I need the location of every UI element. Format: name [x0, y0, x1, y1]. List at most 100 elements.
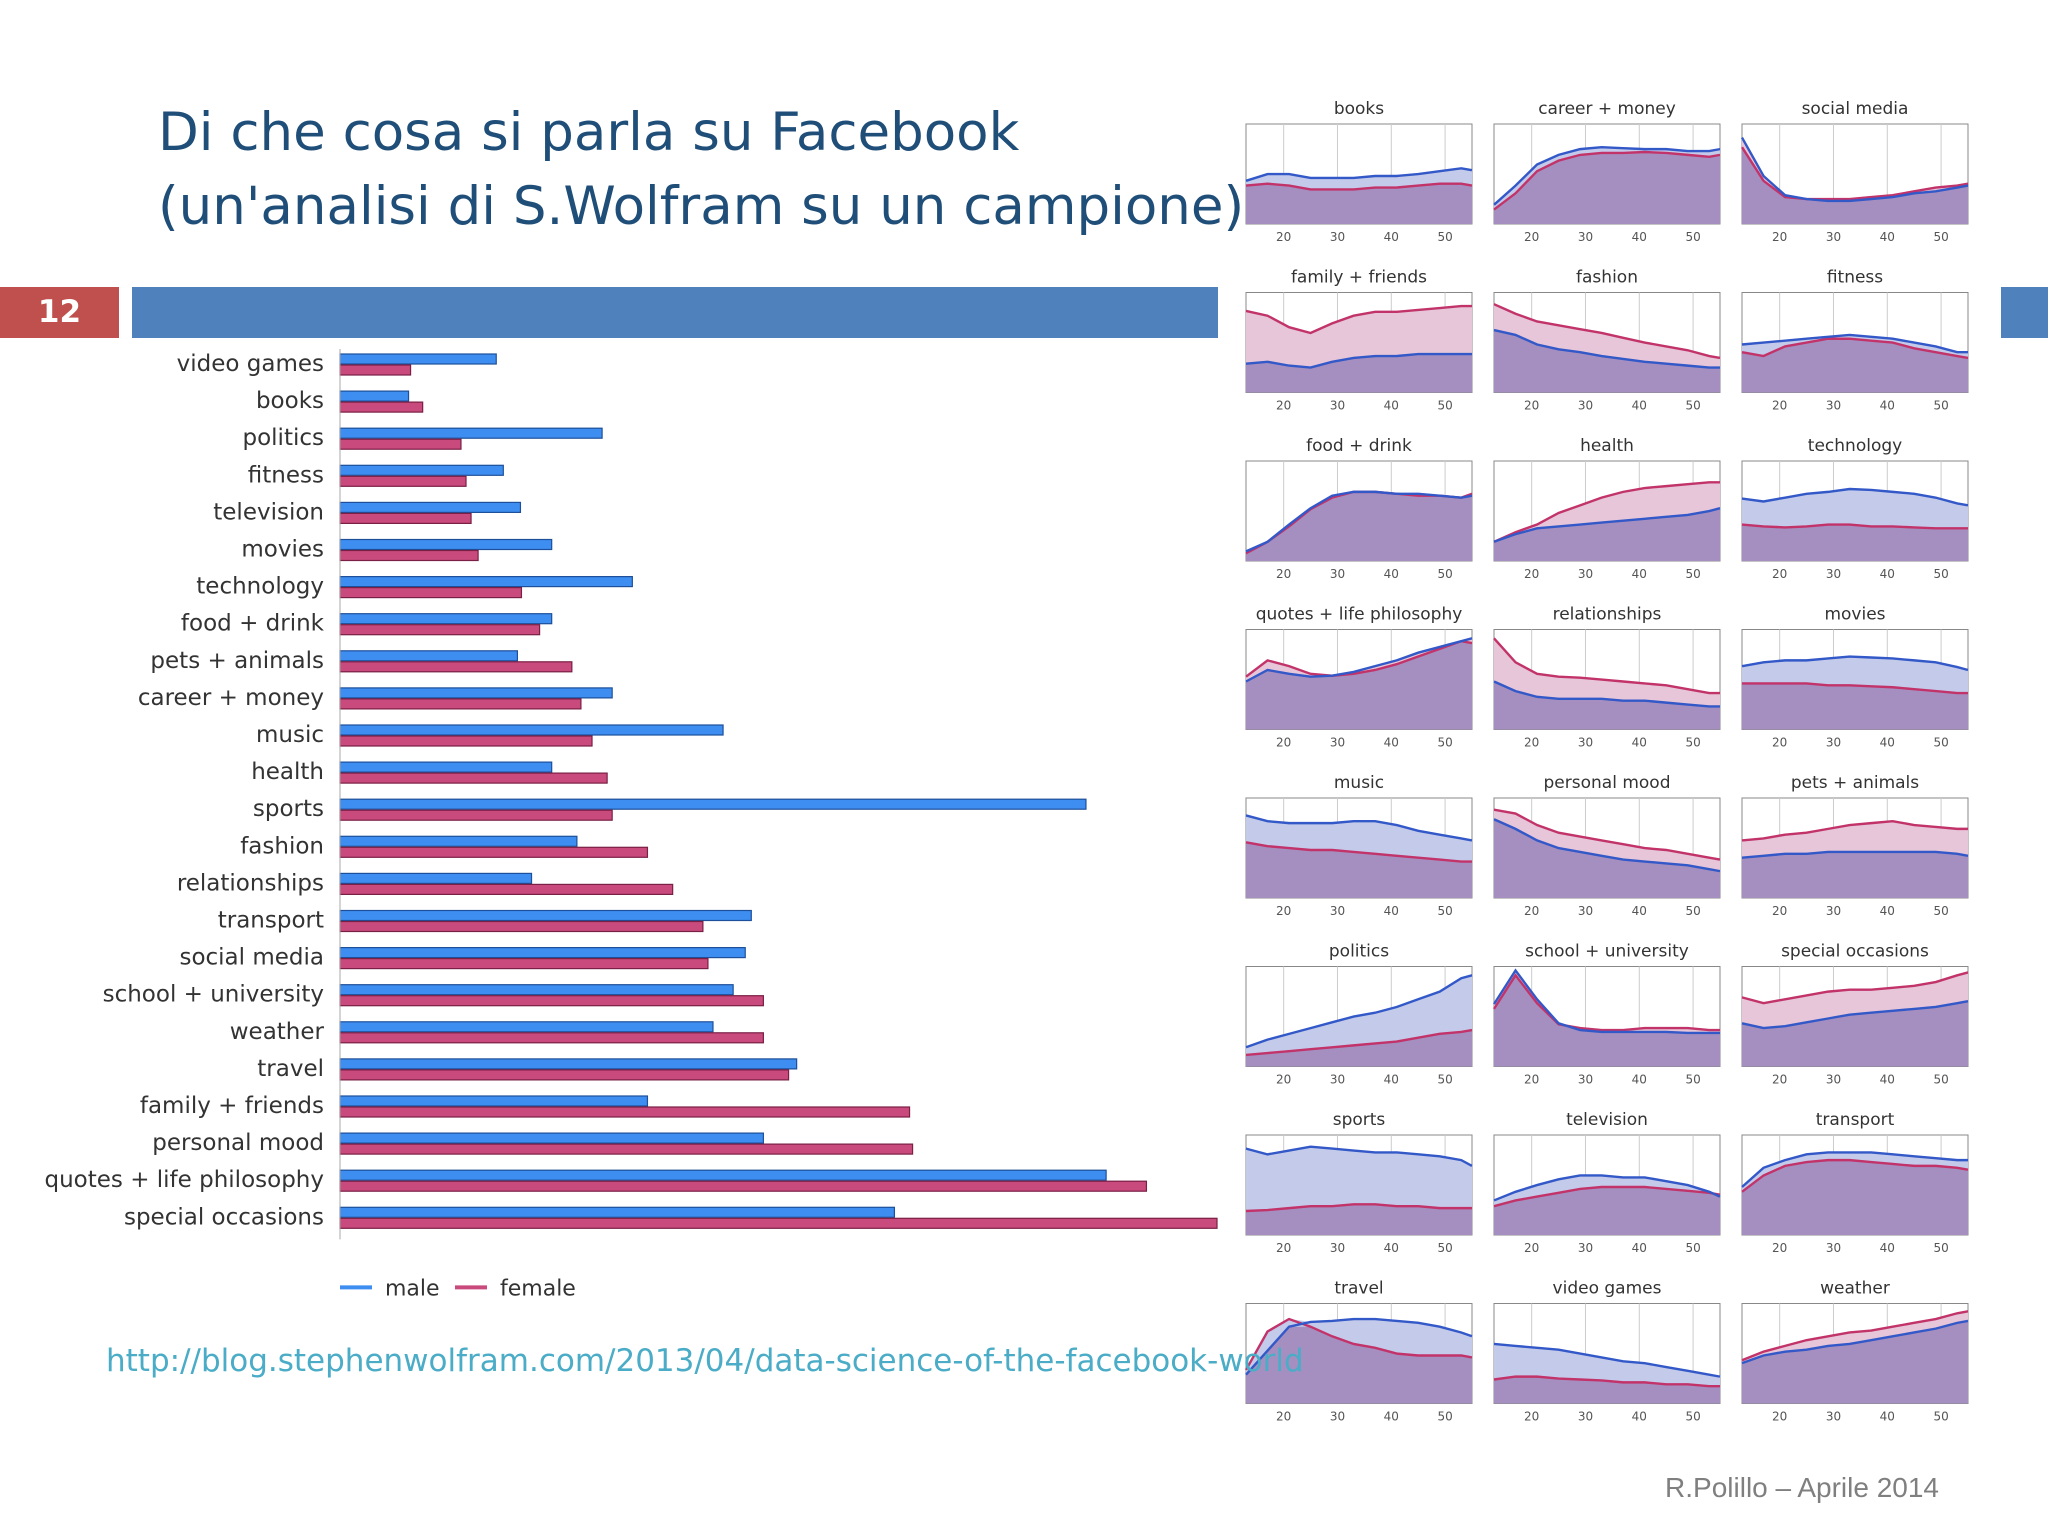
panel-tick-movies-30: 30 [1826, 736, 1841, 750]
panel-tick-special-occasions-30: 30 [1826, 1073, 1841, 1087]
panel-tick-social-media-50: 50 [1933, 230, 1948, 244]
panel-health: health 20 30 40 50 [1493, 436, 1721, 581]
category-label-movies: movies [241, 537, 324, 563]
panel-tick-sports-50: 50 [1437, 1241, 1452, 1255]
bar-female-fitness [339, 475, 467, 487]
panel-tick-movies-20: 20 [1772, 736, 1787, 750]
panel-area-overlap-quotes-life-philosophy [1246, 641, 1472, 730]
panel-tick-career-money-40: 40 [1632, 230, 1647, 244]
panel-line-male-career-money [1493, 145, 1721, 206]
panel-title-weather: weather [1820, 1279, 1890, 1299]
panel-tick-family-friends-40: 40 [1384, 399, 1399, 413]
panel-tick-quotes-life-philosophy-30: 30 [1330, 736, 1345, 750]
panel-tick-school-university-20: 20 [1524, 1073, 1539, 1087]
panel-tick-weather-20: 20 [1772, 1410, 1787, 1424]
panel-tick-fashion-40: 40 [1632, 399, 1647, 413]
category-label-politics: politics [243, 425, 325, 451]
panel-tick-transport-50: 50 [1933, 1241, 1948, 1255]
panel-title-politics: politics [1329, 942, 1389, 962]
slide-title-line-1: Di che cosa si parla su Facebook [158, 102, 1020, 163]
bar-male-fitness [339, 464, 504, 476]
panel-tick-travel-20: 20 [1276, 1410, 1291, 1424]
panel-technology: technology 20 30 40 50 [1741, 436, 1969, 581]
panel-tick-music-30: 30 [1330, 904, 1345, 918]
bar-male-relationships [339, 872, 533, 885]
panel-tick-food-drink-50: 50 [1437, 567, 1452, 581]
panel-sports: sports 20 30 40 50 [1245, 1110, 1473, 1255]
panel-line-male-television [1493, 1174, 1721, 1202]
panel-food-drink: food + drink 20 30 40 50 [1245, 436, 1473, 581]
legend-label-female: female [500, 1276, 576, 1301]
panel-area-overlap-video-games [1494, 1376, 1720, 1404]
panel-pets-animals: pets + animals 20 30 40 50 [1741, 773, 1969, 918]
bar-male-transport [339, 909, 752, 922]
panel-line-female-fitness [1741, 337, 1969, 360]
panel-title-television: television [1566, 1110, 1648, 1130]
category-label-fashion: fashion [240, 833, 324, 859]
slide-title-line-2: (un'analisi di S.Wolfram su un campione) [158, 176, 1245, 237]
panel-tick-quotes-life-philosophy-40: 40 [1384, 736, 1399, 750]
panel-area-overlap-movies [1742, 683, 1968, 730]
panel-tick-politics-40: 40 [1384, 1073, 1399, 1087]
panel-title-books: books [1334, 99, 1384, 119]
panel-line-male-food-drink [1245, 490, 1473, 553]
bar-female-food-drink [339, 624, 541, 636]
panel-tick-food-drink-20: 20 [1276, 567, 1291, 581]
panel-music: music 20 30 40 50 [1245, 773, 1473, 918]
panel-title-technology: technology [1808, 436, 1902, 456]
panel-line-female-movies [1742, 682, 1968, 695]
bar-female-video-games [339, 364, 412, 376]
bar-female-family-friends [339, 1106, 911, 1118]
panel-books: books 20 30 40 50 [1245, 99, 1473, 244]
panel-tick-family-friends-50: 50 [1437, 399, 1452, 413]
category-label-pets-animals: pets + animals [150, 648, 324, 674]
panel-tick-video-games-30: 30 [1578, 1410, 1593, 1424]
panel-tick-movies-40: 40 [1880, 736, 1895, 750]
source-link[interactable]: http://blog.stephenwolfram.com/2013/04/d… [106, 1343, 1304, 1379]
panel-tick-travel-40: 40 [1384, 1410, 1399, 1424]
panel-line-female-books [1245, 182, 1473, 191]
panel-line-female-relationships [1493, 637, 1720, 695]
panel-line-male-special-occasions [1741, 1000, 1969, 1030]
bar-male-video-games [339, 353, 497, 365]
panel-school-university: school + university 20 30 40 50 [1492, 942, 1721, 1087]
bar-female-sports [339, 809, 613, 821]
panel-title-health: health [1580, 436, 1634, 456]
panel-line-male-sports [1245, 1145, 1473, 1167]
panel-title-travel: travel [1334, 1279, 1383, 1299]
panel-area-overlap-transport [1742, 1160, 1968, 1235]
panel-tick-fashion-20: 20 [1524, 399, 1539, 413]
bar-female-relationships [339, 883, 674, 896]
bar-female-books [339, 401, 424, 413]
panel-tick-music-40: 40 [1384, 904, 1399, 918]
panel-tick-books-50: 50 [1437, 230, 1452, 244]
header-band-right [2001, 287, 2048, 338]
bar-female-personal-mood [339, 1143, 914, 1155]
panel-area-overlap-personal-mood [1494, 819, 1720, 898]
panel-line-female-music [1245, 841, 1472, 863]
bar-female-social-media [339, 957, 709, 970]
panel-tick-politics-50: 50 [1437, 1073, 1452, 1087]
panel-tick-pets-animals-40: 40 [1880, 904, 1895, 918]
panel-tick-travel-30: 30 [1330, 1410, 1345, 1424]
panel-tick-family-friends-30: 30 [1330, 399, 1345, 413]
panel-area-overlap-food-drink [1246, 491, 1472, 561]
panel-title-career-money: career + money [1538, 99, 1676, 119]
panel-tick-personal-mood-40: 40 [1632, 904, 1647, 918]
bar-male-television [339, 501, 522, 513]
panel-tick-sports-20: 20 [1276, 1241, 1291, 1255]
panel-line-male-school-university [1492, 968, 1720, 1035]
panel-tick-travel-50: 50 [1437, 1410, 1452, 1424]
panel-line-male-social-media [1740, 137, 1969, 203]
panel-area-overlap-pets-animals [1742, 851, 1968, 898]
panel-line-female-sports [1245, 1203, 1472, 1213]
panel-line-female-career-money [1493, 150, 1721, 211]
panel-tick-food-drink-30: 30 [1330, 567, 1345, 581]
panel-tick-television-20: 20 [1524, 1241, 1539, 1255]
panel-tick-health-40: 40 [1632, 567, 1647, 581]
panel-line-female-television [1493, 1185, 1721, 1208]
panel-tick-fitness-20: 20 [1772, 399, 1787, 413]
panel-tick-fitness-50: 50 [1933, 399, 1948, 413]
bar-female-health [339, 772, 608, 784]
category-label-career-money: career + money [138, 685, 324, 711]
